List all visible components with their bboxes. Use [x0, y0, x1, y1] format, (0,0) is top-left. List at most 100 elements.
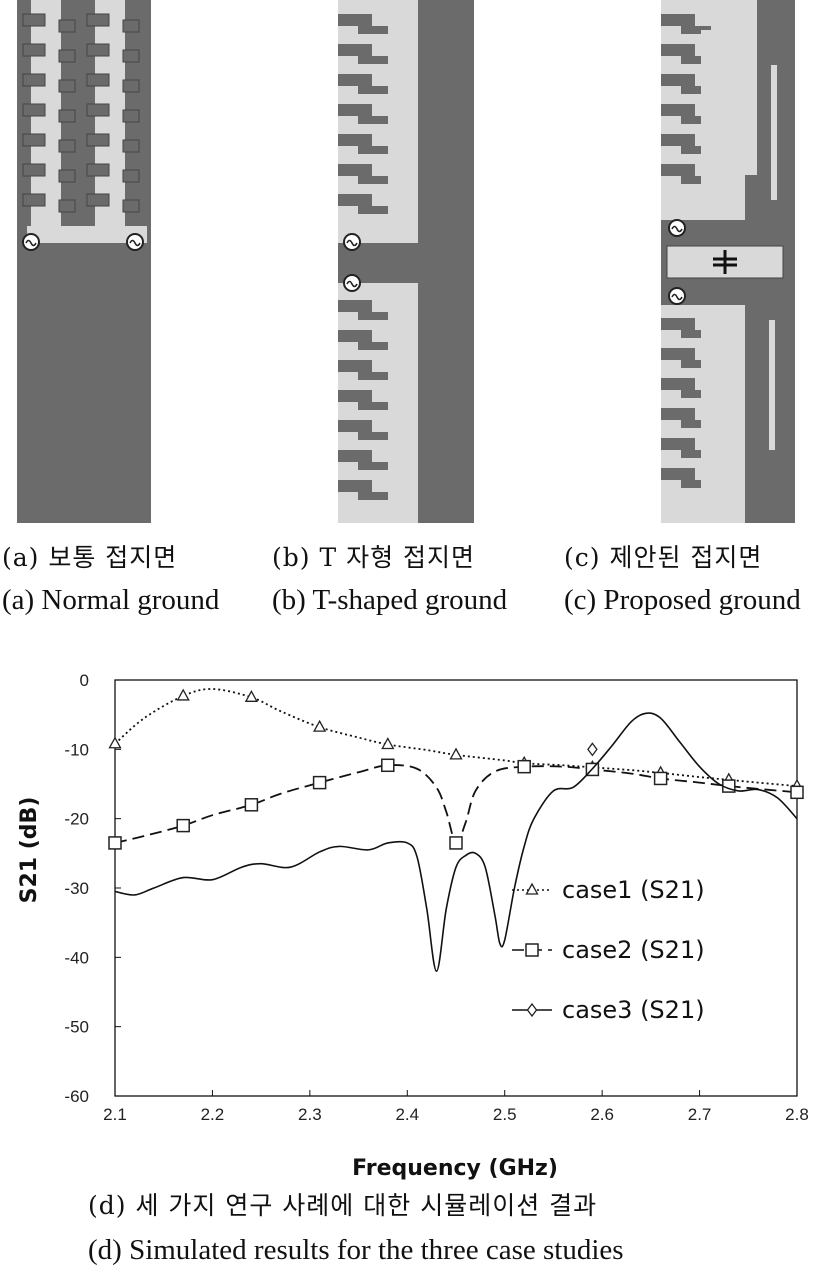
x-tick-label: 2.1 — [103, 1105, 127, 1124]
data-marker-case1 — [381, 737, 395, 750]
meander-slot — [358, 432, 388, 440]
y-tick-label: -20 — [64, 810, 89, 829]
data-marker-case2 — [244, 798, 259, 812]
x-tick-label: 2.4 — [395, 1105, 419, 1124]
meander-slot — [681, 116, 711, 124]
meander-slot — [358, 56, 388, 64]
meander-slot — [338, 164, 372, 176]
data-marker-case1 — [176, 688, 190, 701]
meander-slot — [661, 104, 695, 116]
meander-slot — [58, 19, 76, 33]
y-tick-label: -60 — [64, 1087, 89, 1106]
y-tick-label: -40 — [64, 948, 89, 967]
legend-label-case2: case2 (S21) — [562, 936, 705, 964]
meander-slot — [358, 492, 388, 500]
meander-slot — [681, 390, 711, 398]
meander-slot — [358, 206, 388, 214]
x-axis-title: Frequency (GHz) — [352, 1156, 558, 1181]
meander-slot — [86, 103, 110, 117]
meander-slot — [122, 19, 140, 33]
x-tick-label: 2.2 — [201, 1105, 225, 1124]
meander-slot — [661, 468, 695, 480]
meander-slot — [338, 194, 372, 206]
figure-b-caption-en: (b) T-shaped ground — [272, 584, 508, 616]
feed-port-icon — [668, 219, 686, 237]
meander-slot — [661, 348, 695, 360]
meander-slot — [681, 56, 711, 64]
meander-slot — [338, 390, 372, 402]
feed-port-icon — [343, 233, 361, 251]
antenna-b-ground-crossbar — [338, 243, 474, 283]
data-marker-case1 — [244, 689, 258, 702]
figure-c-caption-ko: (c) 제안된 접지면 — [564, 543, 763, 572]
meander-slot — [122, 139, 140, 153]
x-tick-label: 2.6 — [590, 1105, 614, 1124]
meander-slot — [86, 163, 110, 177]
meander-slot — [338, 14, 372, 26]
meander-slot — [358, 86, 388, 94]
s21-chart: S21 (dB) Frequency (GHz) 2.1 2.2 2.3 2.4 2.5… — [17, 671, 809, 1181]
meander-slot — [681, 330, 711, 338]
meander-slot — [358, 176, 388, 184]
y-tick-label: -50 — [64, 1018, 89, 1037]
figure-d-caption-ko: (d) 세 가지 연구 사례에 대한 시뮬레이션 결과 — [88, 1191, 598, 1220]
capacitor-icon — [713, 250, 737, 274]
meander-slot — [122, 79, 140, 93]
feed-port-icon — [22, 233, 40, 251]
figure-a-caption-ko: (a) 보통 접지면 — [2, 543, 178, 572]
series-line-case2 — [114, 764, 798, 844]
meander-slot — [86, 193, 110, 207]
meander-slot — [358, 146, 388, 154]
figure-d-caption-en: (d) Simulated results for the three case… — [88, 1234, 624, 1266]
meander-slot — [358, 312, 388, 320]
meander-slot — [22, 43, 46, 57]
feed-port-icon — [343, 274, 361, 292]
meander-slot — [661, 14, 695, 26]
data-marker-case2 — [176, 818, 190, 833]
meander-slot — [86, 43, 110, 57]
data-marker-case1 — [449, 747, 463, 760]
meander-slot — [358, 26, 388, 34]
meander-slot — [58, 79, 76, 93]
chart-legend: case1 (S21) case2 (S21) case3 (S21) — [512, 876, 705, 1024]
series-line-case1 — [114, 688, 798, 787]
data-marker-case3 — [587, 742, 598, 757]
meander-slot — [661, 74, 695, 86]
meander-slot — [86, 133, 110, 147]
meander-slot — [22, 163, 46, 177]
antenna-panel-a — [17, 0, 151, 523]
meander-slot — [22, 133, 46, 147]
data-marker-case1 — [108, 736, 122, 749]
meander-slot — [358, 372, 388, 380]
meander-slot — [22, 13, 46, 27]
meander-slot — [681, 26, 711, 34]
legend-marker-case1 — [525, 882, 539, 895]
meander-slot — [338, 450, 372, 462]
meander-slot — [58, 49, 76, 63]
data-marker-case2 — [653, 771, 668, 786]
data-marker-case2 — [312, 775, 327, 790]
meander-slot — [358, 342, 388, 350]
y-tick-label: -10 — [64, 740, 89, 759]
meander-slot — [358, 116, 388, 124]
meander-slot — [661, 164, 695, 176]
meander-slot — [338, 480, 372, 492]
y-tick-label: 0 — [80, 671, 89, 690]
meander-slot — [86, 13, 110, 27]
figure-b-caption-ko: (b) T 자형 접지면 — [272, 543, 476, 572]
legend-label-case1: case1 (S21) — [562, 876, 705, 904]
figure-c-caption-en: (c) Proposed ground — [564, 584, 801, 616]
antenna-c-ground-stem — [745, 175, 757, 523]
meander-slot — [58, 169, 76, 183]
meander-slot — [661, 408, 695, 420]
meander-slot — [681, 176, 711, 184]
meander-slot — [22, 73, 46, 87]
meander-slot — [681, 86, 711, 94]
meander-slot — [122, 109, 140, 123]
legend-marker-case3 — [526, 1002, 538, 1018]
meander-slot — [86, 73, 110, 87]
y-axis-title: S21 (dB) — [17, 797, 42, 904]
meander-slot — [58, 109, 76, 123]
meander-slot — [58, 199, 76, 213]
meander-slot — [681, 360, 711, 368]
